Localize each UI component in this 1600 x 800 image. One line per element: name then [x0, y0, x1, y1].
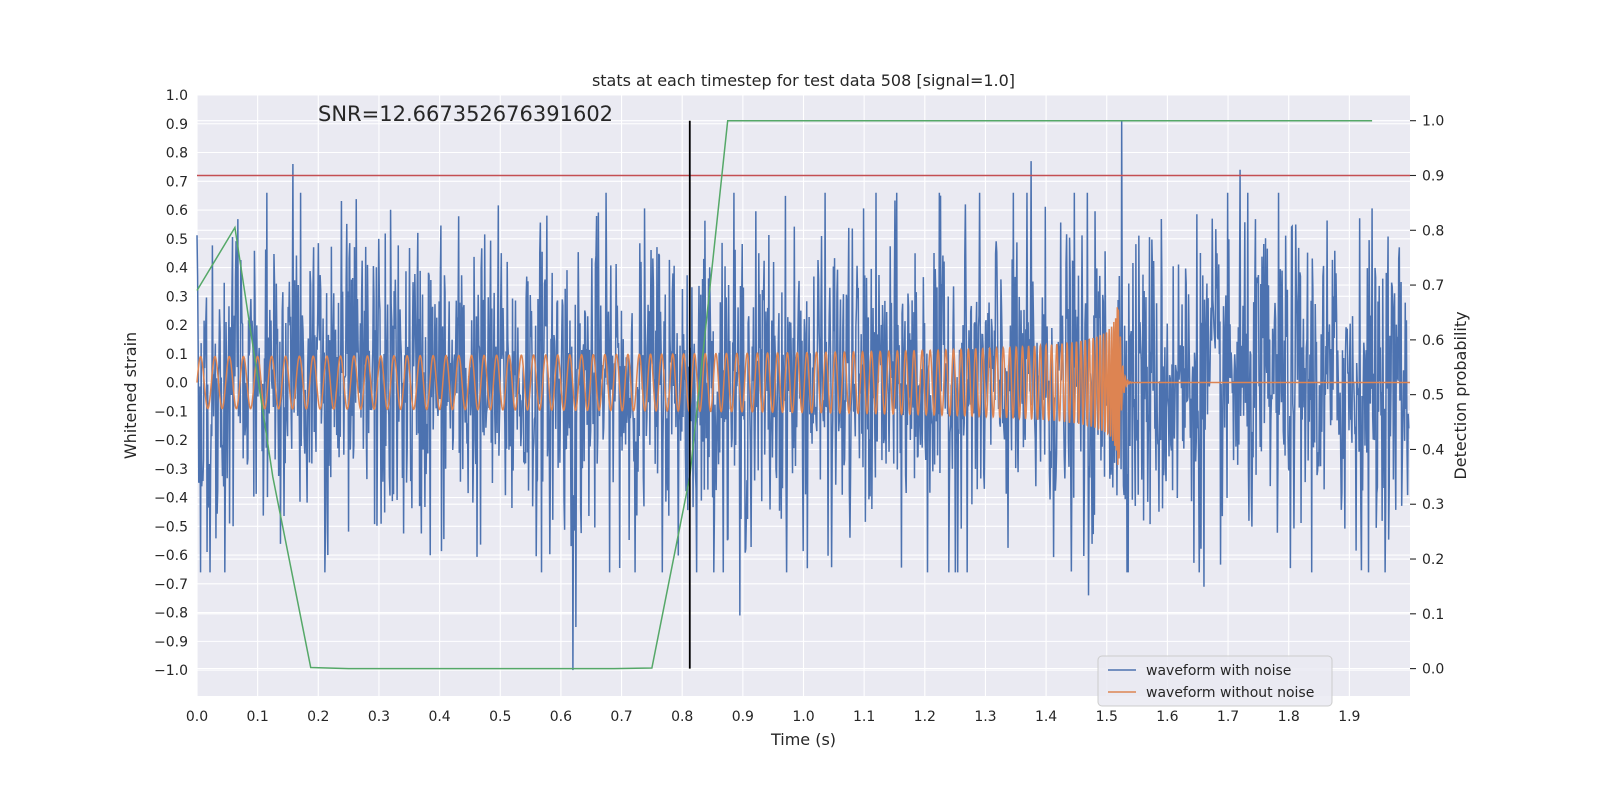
y-tick-label: −0.5: [154, 519, 188, 535]
y2-tick-label: 0.7: [1422, 278, 1444, 294]
x-axis-label: Time (s): [770, 730, 836, 749]
y2-tick-label: 1.0: [1422, 114, 1444, 130]
series-layer: [196, 119, 1410, 671]
x-tick-label: 0.7: [610, 709, 632, 725]
y-tick-label: 0.2: [166, 318, 188, 334]
x-tick-label: 0.2: [307, 709, 329, 725]
x-tick-label: 1.7: [1217, 709, 1239, 725]
x-tick-label: 1.3: [974, 709, 996, 725]
y-tick-label: −0.9: [154, 634, 188, 650]
x-tick-label: 1.5: [1096, 709, 1118, 725]
y-tick-label: 0.0: [166, 376, 188, 392]
x-axis-ticks: 0.0 0.1 0.2 0.3 0.4 0.5 0.6 0.7 0.8 0.9 1.0 1.1 1.2 1…: [186, 709, 1361, 725]
y-axis-label: Whitened strain: [121, 332, 140, 459]
legend: waveform with noise waveform without noi…: [1097, 655, 1333, 707]
x-tick-label: 0.3: [368, 709, 390, 725]
x-tick-label: 0.4: [428, 709, 450, 725]
x-tick-label: 1.9: [1338, 709, 1360, 725]
y2-tick-label: 0.5: [1422, 388, 1444, 404]
x-tick-label: 0.9: [732, 709, 754, 725]
y-tick-label: −0.4: [154, 491, 188, 507]
x-tick-label: 0.6: [550, 709, 572, 725]
x-tick-label: 0.0: [186, 709, 208, 725]
legend-box: [1097, 655, 1333, 707]
y2-tick-label: 0.6: [1422, 333, 1444, 349]
y-tick-label: 1.0: [166, 88, 188, 104]
y-tick-label: −0.8: [154, 606, 188, 622]
x-tick-label: 1.6: [1156, 709, 1178, 725]
y2-tick-label: 0.1: [1422, 607, 1444, 623]
y-axis-ticks: −1.0 −0.9 −0.8 −0.7 −0.6 −0.5 −0.4 −0.3 −0.2 −0.1…: [154, 88, 188, 679]
series-line-waveform-without-noise: [196, 307, 1410, 465]
y-tick-label: −0.1: [154, 404, 188, 420]
y-tick-label: 0.6: [166, 203, 188, 219]
y2-tick-label: 0.2: [1422, 552, 1444, 568]
y-tick-label: −0.2: [154, 433, 188, 449]
y-tick-label: 0.4: [166, 261, 188, 277]
y-tick-label: −0.6: [154, 548, 188, 564]
series-line-detection-probability: [196, 119, 1373, 670]
y-tick-label: −0.3: [154, 462, 188, 478]
y-tick-label: 0.7: [166, 174, 188, 190]
y2-axis-label: Detection probability: [1451, 311, 1470, 479]
y2-tick-label: 0.9: [1422, 168, 1444, 184]
y2-tick-label: 0.8: [1422, 223, 1444, 239]
x-tick-label: 1.8: [1278, 709, 1300, 725]
y2-axis-ticks: 0.0 0.1 0.2 0.3 0.4 0.5 0.6 0.7 0.8 0.9 1.0: [1410, 114, 1444, 678]
y-tick-label: 0.1: [166, 347, 188, 363]
y-tick-label: 0.5: [166, 232, 188, 248]
series-line-waveform-with-noise: [196, 120, 1410, 671]
y-tick-label: 0.3: [166, 289, 188, 305]
x-tick-label: 1.0: [792, 709, 814, 725]
y-tick-label: −0.7: [154, 577, 188, 593]
y-tick-label: −1.0: [154, 663, 188, 679]
x-tick-label: 0.1: [247, 709, 269, 725]
legend-label-waveform-with-noise: waveform with noise: [1146, 663, 1291, 679]
x-tick-label: 0.5: [489, 709, 511, 725]
legend-label-waveform-without-noise: waveform without noise: [1146, 685, 1314, 701]
y2-tick-label: 0.3: [1422, 497, 1444, 513]
y-tick-label: 0.8: [166, 146, 188, 162]
x-tick-label: 0.8: [671, 709, 693, 725]
y2-tick-label: 0.0: [1422, 662, 1444, 678]
y-tick-label: 0.9: [166, 117, 188, 133]
chart-title: stats at each timestep for test data 508…: [592, 71, 1015, 90]
x-tick-label: 1.1: [853, 709, 875, 725]
x-tick-label: 1.2: [914, 709, 936, 725]
y2-tick-label: 0.4: [1422, 442, 1444, 458]
snr-annotation: SNR=12.667352676391602: [318, 102, 613, 126]
x-tick-label: 1.4: [1035, 709, 1057, 725]
